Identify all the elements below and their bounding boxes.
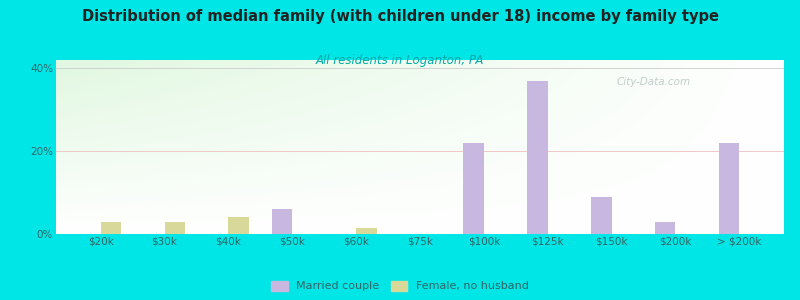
Bar (101, 222, 121, 234)
Text: Distribution of median family (with children under 18) income by family type: Distribution of median family (with chil… (82, 9, 718, 24)
Bar (165, 222, 185, 234)
Bar (591, 197, 611, 234)
Bar (272, 209, 292, 234)
Legend: Married couple, Female, no husband: Married couple, Female, no husband (271, 281, 529, 291)
Bar (229, 218, 249, 234)
Bar (655, 222, 675, 234)
Bar (463, 143, 484, 234)
Bar (527, 81, 548, 234)
Text: All residents in Loganton, PA: All residents in Loganton, PA (316, 54, 484, 67)
Bar (356, 228, 377, 234)
Text: City-Data.com: City-Data.com (617, 77, 690, 87)
Bar (719, 143, 739, 234)
